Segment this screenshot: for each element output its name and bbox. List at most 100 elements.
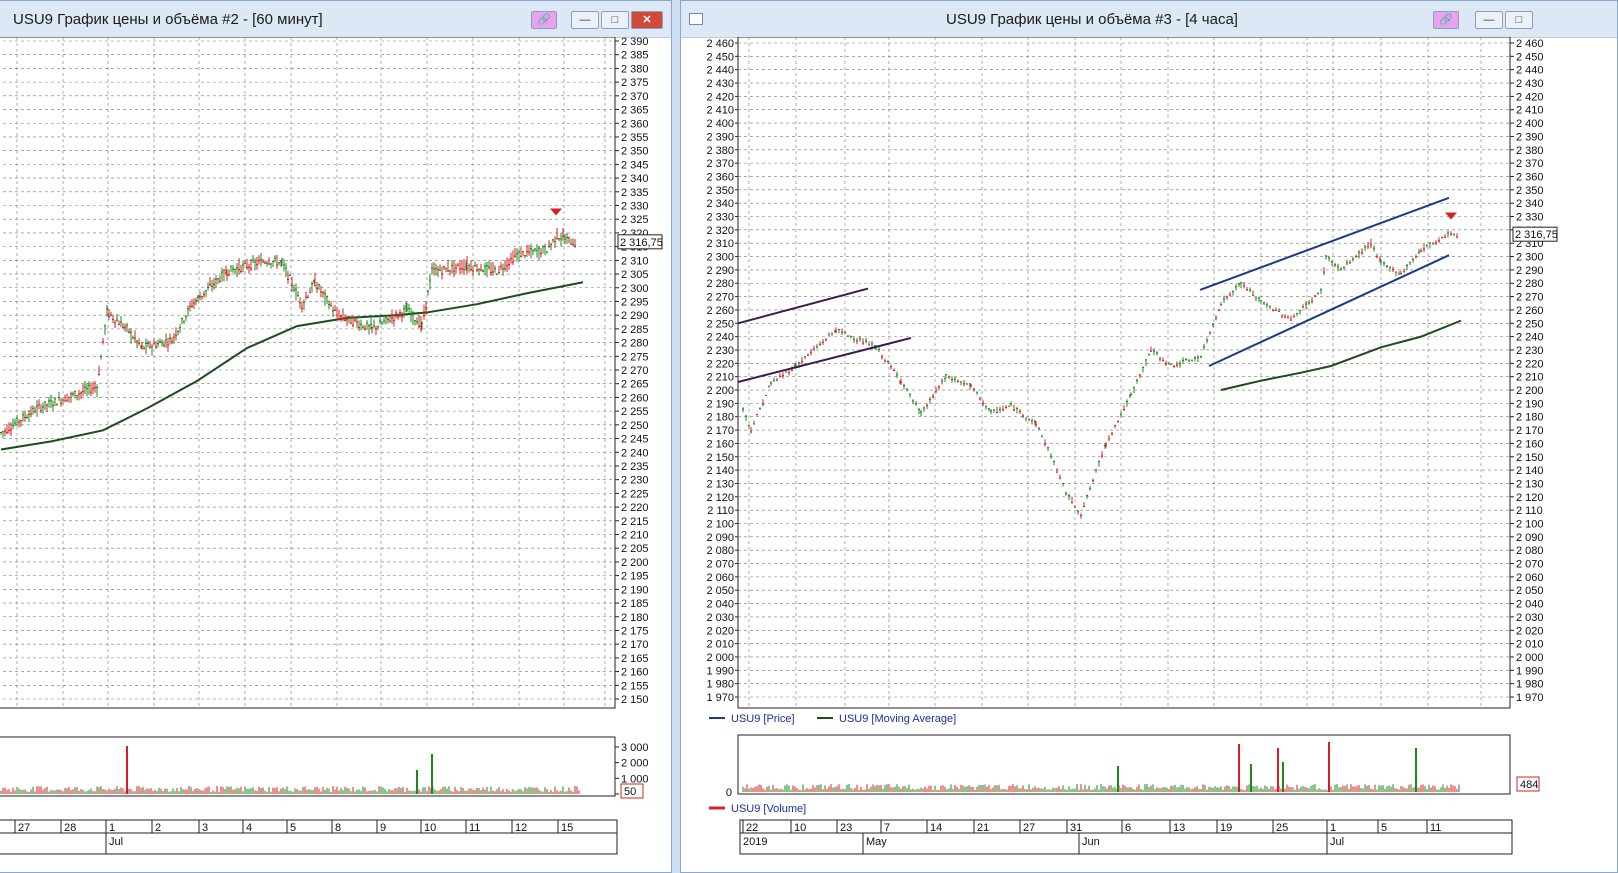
y-tick-label: 2 350	[1516, 185, 1544, 197]
legend-ma-label: USU9 [Moving Average]	[839, 713, 956, 725]
y-tick-label-left: 2 070	[706, 559, 734, 571]
volume-tick-label: 1 000	[621, 773, 649, 785]
minimize-icon[interactable]: —	[1475, 11, 1503, 29]
y-tick-label: 2 325	[621, 214, 649, 226]
y-tick-label-left: 2 330	[706, 212, 734, 224]
volume-last-label: 484	[1520, 779, 1538, 791]
y-tick-label: 2 355	[621, 132, 649, 144]
last-price-box	[617, 234, 663, 250]
link-icon[interactable]: 🔗	[531, 11, 557, 29]
y-tick-label-left: 2 210	[706, 372, 734, 384]
y-tick-label: 2 080	[1516, 545, 1544, 557]
y-tick-label: 2 245	[621, 434, 649, 446]
month-label: Jun	[1082, 836, 1100, 848]
day-label: 27	[1023, 822, 1035, 834]
window-title: USU9 График цены и объёма #3 - [4 часа]	[946, 11, 1238, 28]
price-plot-area	[737, 37, 1511, 709]
y-tick-label-left: 2 220	[706, 358, 734, 370]
minimize-icon[interactable]: —	[571, 11, 599, 29]
y-tick-label: 2 420	[1516, 91, 1544, 103]
y-tick-label: 2 010	[1516, 639, 1544, 651]
y-tick-label: 2 210	[621, 530, 649, 542]
y-tick-label-left: 2 200	[706, 385, 734, 397]
y-tick-label-left: 2 460	[706, 38, 734, 50]
time-axis	[0, 819, 618, 855]
chart-window-60min[interactable]: USU9 График цены и объёма #2 - [60 минут…	[0, 0, 672, 873]
volume-tick-label: 2 000	[621, 758, 649, 770]
y-tick-label: 2 120	[1516, 492, 1544, 504]
day-label: 10	[794, 822, 806, 834]
close-icon[interactable]: ✕	[631, 11, 663, 29]
day-label: 11	[1430, 822, 1441, 834]
y-tick-label-left: 2 370	[706, 158, 734, 170]
volume-plot-area	[737, 734, 1511, 795]
y-tick-label: 2 300	[621, 283, 649, 295]
day-label: 9	[380, 822, 386, 834]
maximize-icon[interactable]: □	[601, 11, 629, 29]
y-tick-label: 2 460	[1516, 38, 1544, 50]
y-tick-label: 2 310	[621, 255, 649, 267]
y-tick-label: 1 980	[1516, 679, 1544, 691]
month-label: Jul	[109, 836, 123, 848]
y-tick-label: 2 385	[621, 50, 649, 62]
y-tick-label: 2 240	[1516, 332, 1544, 344]
volume-tick-label: 0	[726, 787, 732, 799]
y-tick-label: 2 345	[621, 159, 649, 171]
y-tick-label-left: 2 110	[707, 505, 734, 517]
y-tick-label: 2 180	[621, 612, 649, 624]
y-tick-label-left: 2 450	[706, 51, 734, 63]
y-tick-label-left: 1 990	[706, 665, 734, 677]
y-tick-label-left: 2 340	[706, 198, 734, 210]
y-tick-label-left: 2 090	[706, 532, 734, 544]
y-tick-label: 2 140	[1516, 465, 1544, 477]
y-tick-label: 2 130	[1516, 478, 1544, 490]
y-tick-label: 2 360	[1516, 171, 1544, 183]
y-tick-label-left: 2 010	[706, 639, 734, 651]
month-label: 2019	[743, 836, 767, 848]
y-tick-label: 2 230	[621, 475, 649, 487]
day-label: 1	[1330, 822, 1336, 834]
y-tick-label-left: 2 150	[706, 452, 734, 464]
day-label: 23	[840, 822, 852, 834]
y-tick-label: 2 340	[1516, 198, 1544, 210]
y-tick-label: 2 390	[621, 37, 649, 48]
trend-channel-line	[737, 287, 869, 325]
day-label: 25	[1276, 822, 1288, 834]
y-tick-label: 2 200	[621, 557, 649, 569]
title-bar[interactable]: USU9 График цены и объёма #3 - [4 часа] …	[681, 1, 1617, 38]
legend-volume-label: USU9 [Volume]	[731, 803, 806, 815]
day-label: 14	[930, 822, 942, 834]
volume-last-box	[620, 783, 644, 799]
y-tick-label-left: 1 970	[706, 692, 734, 704]
y-tick-label: 2 180	[1516, 412, 1544, 424]
maximize-icon[interactable]: □	[1505, 11, 1533, 29]
y-tick-label: 2 070	[1516, 559, 1544, 571]
y-tick-label-left: 2 230	[706, 345, 734, 357]
y-tick-label-left: 2 140	[706, 465, 734, 477]
title-bar[interactable]: USU9 График цены и объёма #2 - [60 минут…	[0, 1, 671, 38]
month-label: May	[866, 836, 887, 848]
window-title: USU9 График цены и объёма #2 - [60 минут…	[13, 11, 323, 28]
y-tick-label-left: 2 120	[706, 492, 734, 504]
link-icon[interactable]: 🔗	[1433, 11, 1459, 29]
y-tick-label: 2 290	[1516, 265, 1544, 277]
y-tick-label-left: 2 130	[706, 478, 734, 490]
trend-channel-line	[737, 336, 912, 383]
y-tick-label: 2 400	[1516, 118, 1544, 130]
day-label: 12	[515, 822, 527, 834]
chart-window-4h[interactable]: USU9 График цены и объёма #3 - [4 часа] …	[680, 0, 1618, 873]
day-label: 19	[1220, 822, 1232, 834]
y-tick-label: 2 195	[621, 571, 649, 583]
y-tick-label-left: 2 240	[706, 332, 734, 344]
volume-tick-label: 3 000	[621, 742, 649, 754]
y-tick-label: 2 300	[1516, 252, 1544, 264]
legend-price-label: USU9 [Price]	[731, 713, 795, 725]
y-tick-label: 2 220	[1516, 358, 1544, 370]
y-tick-label-left: 2 300	[706, 252, 734, 264]
day-label: 15	[561, 822, 573, 834]
volume-last-box	[1516, 776, 1540, 792]
y-tick-label: 2 340	[621, 173, 649, 185]
y-tick-label-left: 2 080	[706, 545, 734, 557]
